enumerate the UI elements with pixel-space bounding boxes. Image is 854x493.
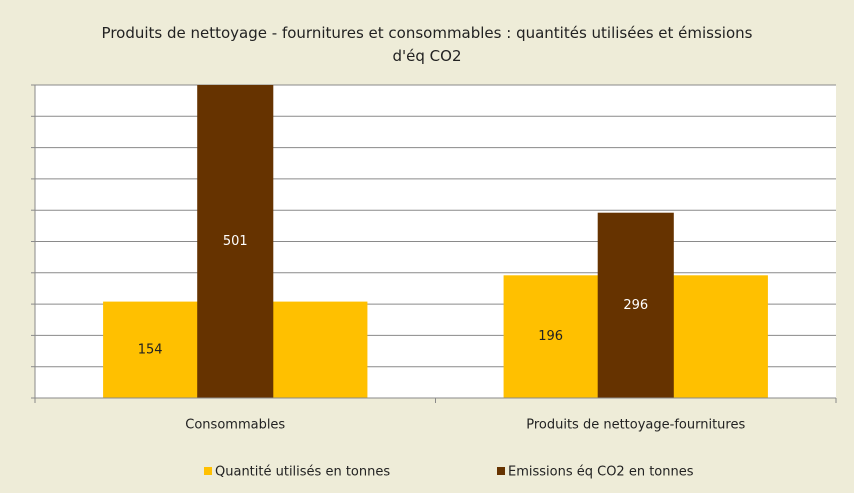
data-label: 296 [623,298,648,313]
legend-swatch [204,467,212,475]
chart-title: Produits de nettoyage - fournitures et c… [101,24,753,65]
data-label: 154 [138,342,163,357]
legend-swatch [497,467,505,475]
data-label: 501 [223,234,248,249]
x-tick-label: Consommables [185,418,285,433]
legend-label: Quantité utilisés en tonnes [215,465,390,480]
data-label: 196 [538,329,563,344]
x-tick-label: Produits de nettoyage-fournitures [526,418,745,433]
bar [597,212,674,398]
bars [103,85,768,398]
legend-label: Emissions éq CO2 en tonnes [508,465,694,480]
bar [197,85,274,398]
